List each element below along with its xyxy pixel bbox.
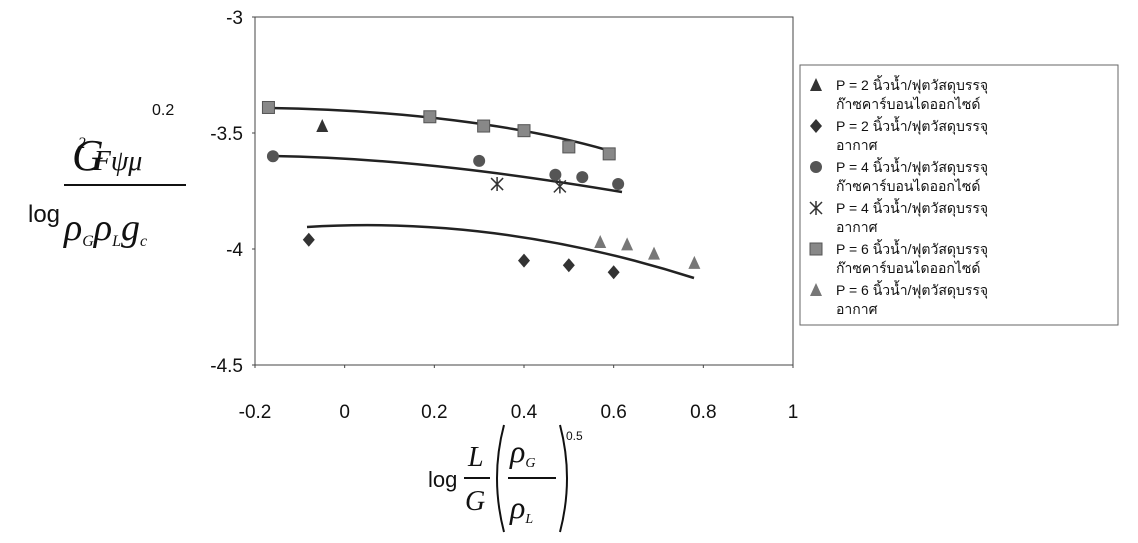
- x-label-part: G: [525, 456, 535, 471]
- trend-line: [273, 156, 622, 192]
- y-label-part: 2: [78, 135, 86, 152]
- y-label-part: Fψμ: [93, 146, 143, 177]
- point: [612, 178, 624, 190]
- x-label-text: L: [467, 442, 484, 473]
- x-label-part: ρ: [509, 489, 525, 525]
- paren: [497, 425, 504, 532]
- x-label-part: L: [524, 512, 533, 527]
- point: [424, 111, 436, 123]
- point: [473, 155, 485, 167]
- legend-label: P = 4 นิ้วน้ำ/ฟุตวัสดุบรรจุ: [836, 198, 988, 217]
- point: [576, 171, 588, 183]
- y-label-part: ρ: [63, 207, 82, 249]
- plot-area: [255, 17, 793, 365]
- point: [648, 247, 660, 260]
- legend-label: P = 4 นิ้วน้ำ/ฟุตวัสดุบรรจุ: [836, 157, 988, 176]
- y-label-part: ρ: [93, 207, 112, 249]
- x-label-text: ρL: [509, 489, 533, 527]
- point: [621, 237, 633, 250]
- y-tick-label: -3.5: [210, 124, 243, 145]
- legend-label: ก๊าซคาร์บอนไดออกไซด์: [836, 178, 981, 194]
- x-axis-label: log L G ρG ρL 0.5: [428, 425, 583, 532]
- chart: log G2Fψμ 0.2 ρGρLgc log L G ρG ρL 0.5 -…: [0, 0, 1138, 543]
- legend-label: ก๊าซคาร์บอนไดออกไซด์: [836, 260, 981, 276]
- legend-label: ก๊าซคาร์บอนไดออกไซด์: [836, 96, 981, 112]
- point: [262, 101, 274, 113]
- x-label-part: ρ: [509, 433, 525, 469]
- y-tick-label: -4.5: [210, 356, 243, 377]
- x-label-text: ρG: [509, 433, 535, 471]
- legend-marker: [810, 243, 822, 255]
- y-label-text: 0.2: [152, 102, 174, 119]
- x-tick-label: 0.2: [421, 402, 447, 423]
- point: [491, 177, 503, 191]
- legend-marker: [810, 161, 822, 173]
- y-label-part: L: [111, 233, 121, 250]
- x-label-text: 0.5: [566, 429, 583, 443]
- point: [603, 148, 615, 160]
- y-tick-label: -4: [226, 240, 243, 261]
- x-tick-label: 0: [339, 402, 350, 423]
- y-label-part: c: [140, 233, 147, 250]
- legend-label: อากาศ: [836, 301, 878, 317]
- y-axis-label: log G 2 Fψμ 0.2 ρGρLgc: [28, 102, 186, 250]
- point: [554, 179, 566, 193]
- y-label-text: G2Fψμ: [72, 131, 142, 180]
- x-tick-label: -0.2: [239, 402, 272, 423]
- x-label-text: log: [428, 467, 457, 492]
- point: [688, 256, 700, 269]
- x-tick-label: 1: [788, 402, 799, 423]
- x-tick-label: 0.8: [690, 402, 716, 423]
- point: [608, 265, 620, 279]
- point: [518, 254, 530, 268]
- legend-label: P = 2 นิ้วน้ำ/ฟุตวัสดุบรรจุ: [836, 116, 988, 135]
- point: [563, 141, 575, 153]
- point: [518, 125, 530, 137]
- y-tick-label: -3: [226, 8, 243, 29]
- y-label-part: g: [121, 207, 140, 249]
- legend-label: อากาศ: [836, 219, 878, 235]
- y-label-text: log: [28, 201, 60, 228]
- legend-label: P = 2 นิ้วน้ำ/ฟุตวัสดุบรรจุ: [836, 75, 988, 94]
- point: [594, 235, 606, 248]
- point: [478, 120, 490, 132]
- y-label-text: ρGρLgc: [63, 207, 147, 250]
- y-label-part: G: [82, 233, 94, 250]
- point: [267, 150, 279, 162]
- legend-label: P = 6 นิ้วน้ำ/ฟุตวัสดุบรรจุ: [836, 280, 988, 299]
- point: [316, 119, 328, 132]
- point: [563, 258, 575, 272]
- trend-line: [307, 225, 694, 278]
- x-label-text: G: [465, 486, 485, 517]
- x-tick-label: 0.4: [511, 402, 538, 423]
- point: [549, 169, 561, 181]
- legend-label: อากาศ: [836, 137, 878, 153]
- x-tick-label: 0.6: [600, 402, 626, 423]
- legend-label: P = 6 นิ้วน้ำ/ฟุตวัสดุบรรจุ: [836, 239, 988, 258]
- point: [303, 233, 315, 247]
